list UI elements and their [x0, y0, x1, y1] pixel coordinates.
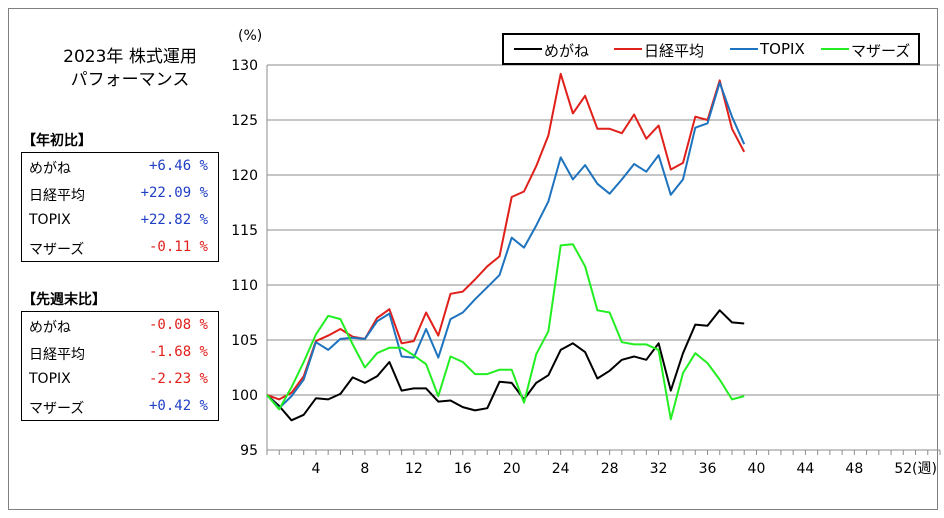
- ytd-stat-row: マザーズ -0.11 %: [22, 234, 218, 261]
- x-tick-label: 4: [311, 461, 320, 477]
- series-line-1: [266, 72, 746, 401]
- chart-legend: めがね 日経平均 TOPIX マザーズ: [502, 33, 920, 65]
- x-tick-label: 48: [845, 461, 863, 477]
- ytd-stat-value: +22.82 %: [140, 212, 208, 228]
- x-tick-label: 12: [405, 461, 423, 477]
- ytd-stat-value: -0.11 %: [148, 239, 208, 255]
- x-axis-unit: (週): [912, 461, 937, 477]
- legend-label: めがね: [544, 42, 590, 60]
- legend-label: TOPIX: [760, 40, 805, 58]
- ytd-stat-row: めがね +6.46 %: [22, 153, 218, 180]
- ytd-stat-name: めがね: [29, 161, 71, 177]
- y-tick-label: 110: [231, 278, 258, 294]
- panel-title-line2: パフォーマンス: [70, 70, 190, 90]
- wow-stat-row: めがね -0.08 %: [22, 312, 218, 339]
- legend-swatch: [730, 48, 758, 50]
- panel-title-line1: 2023年 株式運用: [63, 47, 197, 67]
- wow-stat-row: 日経平均 -1.68 %: [22, 339, 218, 366]
- y-tick-label: 120: [231, 168, 258, 184]
- wow-stat-value: -2.23 %: [148, 371, 208, 387]
- y-axis-unit: (%): [238, 28, 262, 44]
- legend-label: マザーズ: [851, 42, 911, 60]
- wow-stat-name: 日経平均: [29, 347, 85, 363]
- ytd-stats-box: めがね +6.46 % 日経平均 +22.09 % TOPIX +22.82 % マザーズ -…: [21, 152, 219, 262]
- series-line-0: [266, 309, 745, 422]
- ytd-stat-name: 日経平均: [29, 188, 85, 204]
- wow-stat-row: マザーズ +0.42 %: [22, 393, 218, 420]
- x-tick-label: 16: [454, 461, 472, 477]
- panel-title: 2023年 株式運用 パフォーマンス: [40, 46, 220, 92]
- chart-frame: [8, 8, 938, 510]
- ytd-section-label: 【年初比】: [22, 133, 92, 149]
- y-tick-label: 95: [240, 443, 258, 459]
- wow-stats-box: めがね -0.08 % 日経平均 -1.68 % TOPIX -2.23 % マザーズ +0.…: [21, 311, 219, 421]
- x-tick-label: 20: [503, 461, 521, 477]
- x-tick-label: 28: [601, 461, 619, 477]
- legend-swatch: [821, 48, 849, 50]
- x-tick-label: 40: [748, 461, 766, 477]
- series-line-3: [266, 243, 745, 421]
- wow-stat-name: めがね: [29, 320, 71, 336]
- wow-stat-value: +0.42 %: [148, 398, 208, 414]
- y-tick-label: 105: [231, 333, 258, 349]
- ytd-stat-value: +6.46 %: [148, 158, 208, 174]
- x-tick-label: 8: [360, 461, 369, 477]
- wow-stat-name: マザーズ: [29, 401, 85, 417]
- ytd-stat-name: マザーズ: [29, 242, 85, 258]
- ytd-stat-value: +22.09 %: [140, 185, 208, 201]
- x-tick-label: 32: [650, 461, 668, 477]
- y-tick-label: 115: [231, 223, 258, 239]
- legend-swatch: [514, 48, 542, 50]
- x-tick-label: 44: [796, 461, 814, 477]
- x-tick-label: 52: [894, 461, 912, 477]
- legend-swatch: [614, 48, 642, 50]
- wow-stat-row: TOPIX -2.23 %: [22, 366, 218, 393]
- wow-stat-value: -0.08 %: [148, 317, 208, 333]
- y-tick-label: 125: [231, 113, 258, 129]
- legend-label: 日経平均: [644, 42, 705, 60]
- y-tick-label: 100: [231, 388, 258, 404]
- x-tick-label: 36: [699, 461, 717, 477]
- wow-stat-value: -1.68 %: [148, 344, 208, 360]
- ytd-stat-row: 日経平均 +22.09 %: [22, 180, 218, 207]
- y-tick-label: 130: [231, 58, 258, 74]
- ytd-stat-name: TOPIX: [29, 212, 71, 228]
- series-line-2: [266, 81, 746, 410]
- ytd-stat-row: TOPIX +22.82 %: [22, 207, 218, 234]
- wow-stat-name: TOPIX: [29, 371, 71, 387]
- wow-section-label: 【先週末比】: [22, 292, 106, 308]
- x-tick-label: 24: [552, 461, 570, 477]
